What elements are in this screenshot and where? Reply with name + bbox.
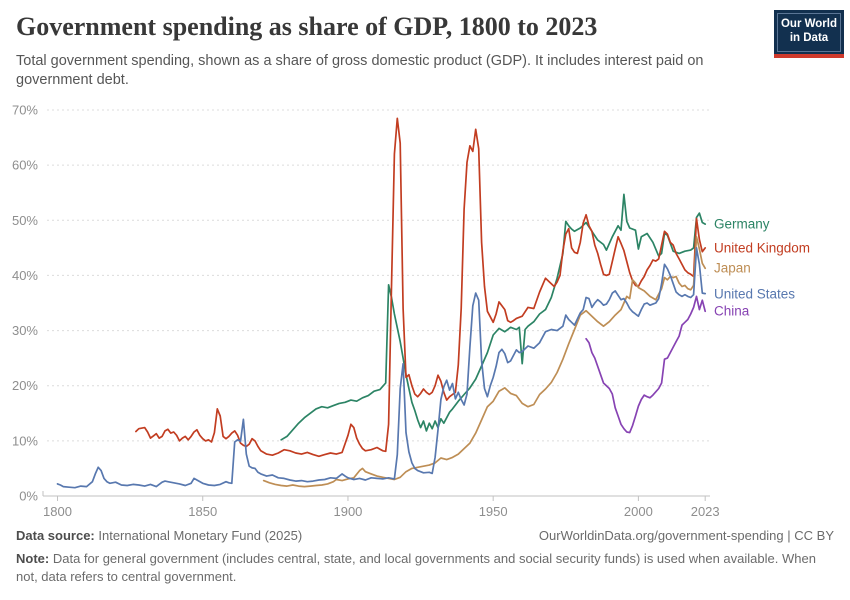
license-text: | CC BY — [783, 528, 834, 543]
chart-note: Note: Data for general government (inclu… — [16, 550, 834, 585]
y-axis-label: 0% — [19, 489, 38, 504]
x-axis-label: 2000 — [624, 504, 653, 519]
x-axis-label: 1800 — [43, 504, 72, 519]
owid-url-link[interactable]: OurWorldinData.org/government-spending — [538, 528, 784, 543]
data-source: Data source: International Monetary Fund… — [16, 528, 302, 543]
series-line-united-states[interactable] — [56, 247, 707, 489]
data-source-label: Data source: — [16, 528, 95, 543]
y-axis-label: 60% — [12, 158, 38, 173]
owid-logo-text: Our World in Data — [777, 13, 841, 52]
source-link-block: OurWorldinData.org/government-spending |… — [539, 528, 834, 543]
y-axis-label: 30% — [12, 323, 38, 338]
legend-label-united-kingdom[interactable]: United Kingdom — [714, 240, 811, 256]
y-axis-label: 50% — [12, 213, 38, 228]
note-label: Note: — [16, 551, 50, 566]
legend-label-japan[interactable]: Japan — [714, 260, 751, 276]
legend-label-china[interactable]: China — [714, 303, 750, 319]
x-axis-label: 1850 — [188, 504, 217, 519]
data-source-value: International Monetary Fund (2025) — [98, 528, 303, 543]
series-line-japan[interactable] — [262, 235, 707, 488]
legend-label-united-states[interactable]: United States — [714, 286, 796, 302]
series-line-china[interactable] — [585, 295, 707, 434]
series-line-united-kingdom[interactable] — [135, 117, 707, 458]
owid-logo[interactable]: Our World in Data — [774, 10, 844, 58]
legend-label-germany[interactable]: Germany — [714, 216, 770, 232]
note-text: Data for general government (includes ce… — [16, 551, 816, 584]
page-title: Government spending as share of GDP, 180… — [16, 12, 598, 41]
series-line-germany[interactable] — [280, 193, 707, 441]
y-axis-label: 20% — [12, 378, 38, 393]
chart-footer: Data source: International Monetary Fund… — [16, 528, 834, 585]
y-axis-label: 10% — [12, 433, 38, 448]
owid-logo-red-bar — [774, 53, 844, 58]
x-axis-label: 1950 — [479, 504, 508, 519]
x-axis-label: 1900 — [333, 504, 362, 519]
y-axis-label: 70% — [12, 103, 38, 118]
x-axis-label: 2023 — [691, 504, 720, 519]
y-axis-label: 40% — [12, 268, 38, 283]
chart-subtitle: Total government spending, shown as a sh… — [16, 53, 704, 88]
